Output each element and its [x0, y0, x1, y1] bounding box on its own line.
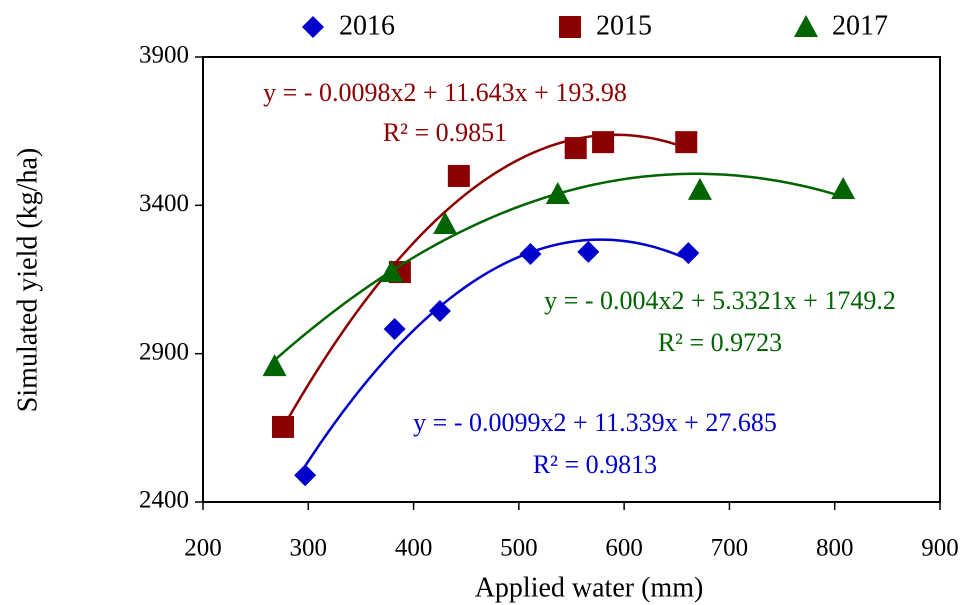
point: [831, 177, 856, 200]
x-tick-label: 200: [184, 535, 222, 562]
point: [519, 242, 542, 265]
y-tick-label: 2900: [139, 338, 189, 365]
point: [294, 464, 317, 487]
trendline: [281, 133, 687, 429]
x-tick-label: 800: [816, 535, 854, 562]
x-tick-label: 600: [605, 535, 643, 562]
annotation: y = - 0.0098x2 + 11.643x + 193.98: [263, 78, 627, 107]
annotation: R² = 0.9723: [658, 328, 782, 357]
annotation: y = - 0.0099x2 + 11.339x + 27.685: [413, 408, 777, 437]
x-tick-label: 400: [395, 535, 433, 562]
y-axis-label: Simulated yield (kg/ha): [12, 148, 43, 412]
plot-frame: [202, 56, 941, 503]
point: [428, 299, 451, 322]
point: [447, 164, 470, 187]
legend-label: 2015: [596, 10, 652, 41]
y-tick-label: 2400: [139, 487, 189, 514]
x-tick-label: 300: [290, 535, 328, 562]
y-tick-label: 3900: [139, 42, 189, 69]
legend-marker: [302, 16, 324, 38]
legend-marker: [559, 16, 581, 38]
point: [592, 131, 615, 154]
point: [272, 415, 295, 438]
point: [262, 354, 287, 377]
point: [433, 212, 458, 235]
annotation: R² = 0.9813: [533, 450, 657, 479]
point: [687, 177, 712, 200]
point: [379, 260, 404, 283]
point: [383, 318, 406, 341]
y-tick-label: 3400: [139, 190, 189, 217]
point: [564, 137, 587, 160]
point: [545, 182, 570, 205]
annotation: R² = 0.9851: [383, 118, 507, 147]
x-axis-label: Applied water (mm): [475, 572, 704, 603]
legend-label: 2016: [339, 10, 395, 41]
x-tick-label: 500: [500, 535, 538, 562]
point: [677, 242, 700, 265]
annotation: y = - 0.004x2 + 5.3321x + 1749.2: [544, 286, 896, 315]
point: [577, 240, 600, 263]
x-tick-label: 700: [711, 535, 749, 562]
trendline: [304, 238, 689, 467]
x-tick-label: 900: [921, 535, 959, 562]
point: [675, 131, 698, 154]
legend-marker: [794, 15, 818, 37]
legend-label: 2017: [832, 10, 888, 41]
